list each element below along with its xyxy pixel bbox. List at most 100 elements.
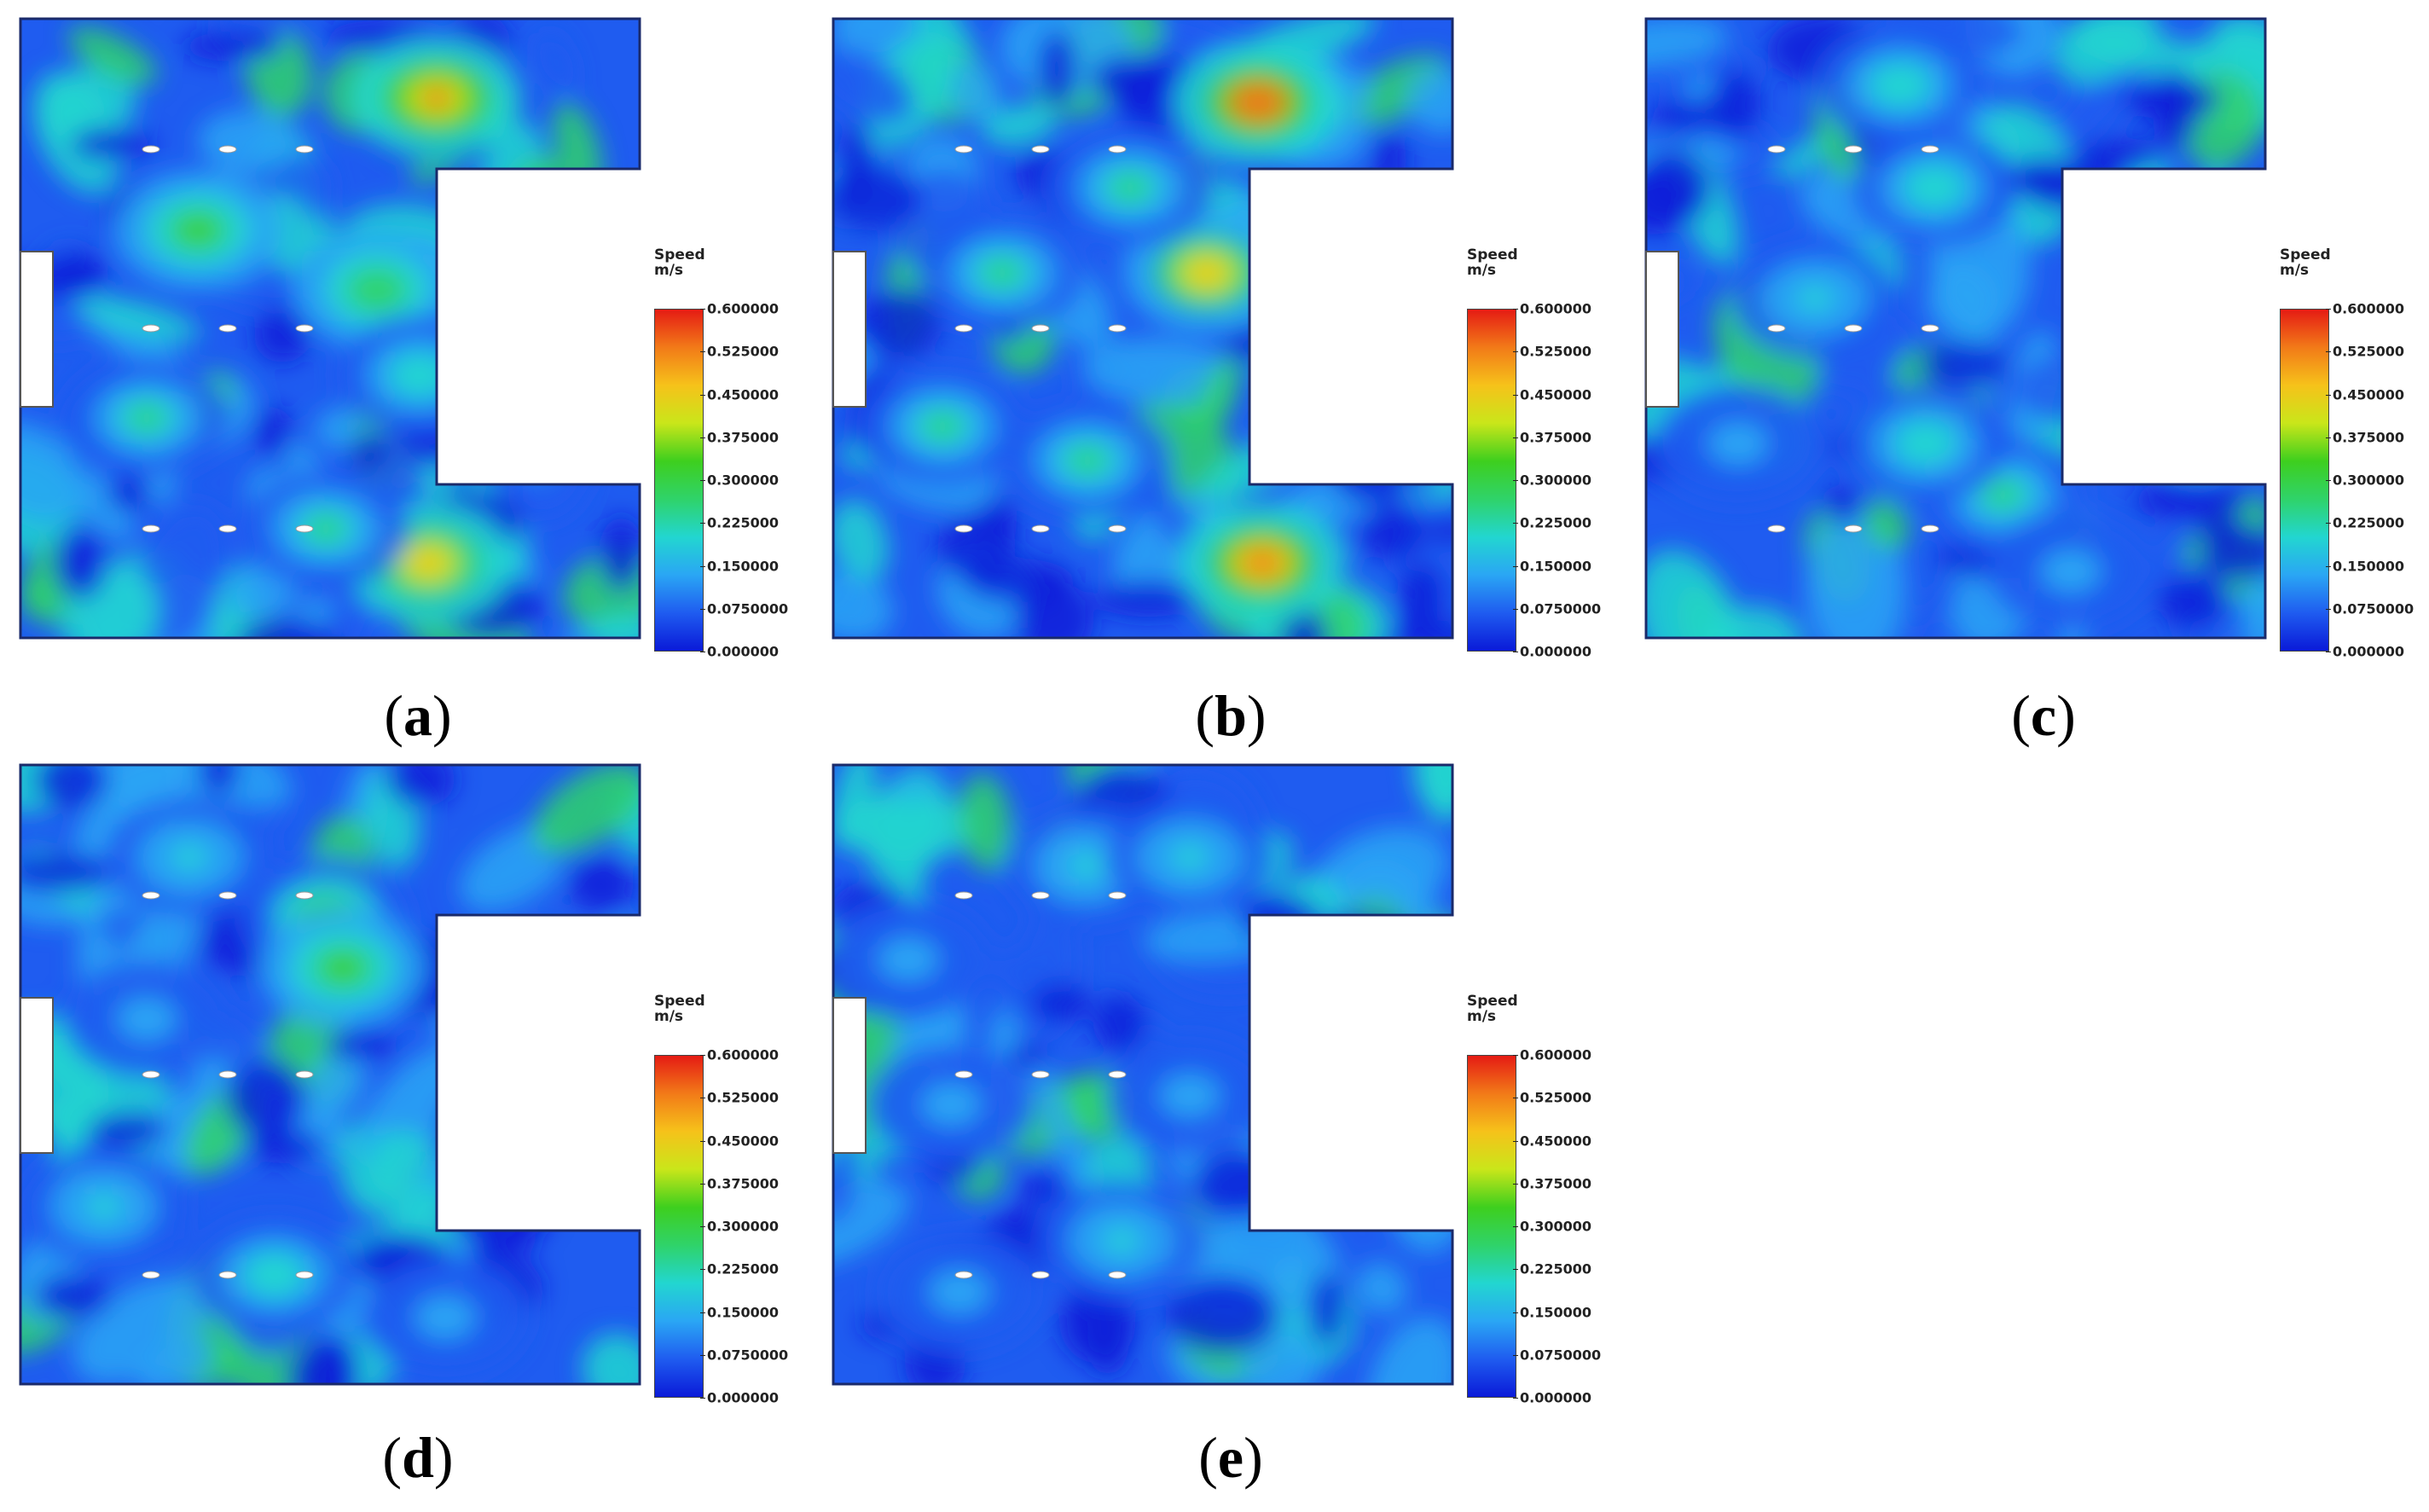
diffuser-marker [142, 324, 160, 333]
low-speed-region [2197, 514, 2247, 546]
low-speed-region [1006, 1043, 1048, 1070]
speed-region [582, 1333, 640, 1384]
colorbar-tick-mark [700, 1226, 705, 1227]
speed-region [2202, 163, 2232, 271]
speed-region [2138, 377, 2253, 476]
colorbar-gradient [654, 1055, 704, 1398]
low-speed-region [71, 127, 154, 161]
colorbar-tick-label: 0.300000 [1520, 472, 1592, 489]
low-speed-region [235, 618, 340, 638]
speed-contour-svg [19, 763, 641, 1386]
colorbar-tick-label: 0.150000 [707, 1304, 780, 1320]
speed-region [1646, 19, 1729, 71]
caption-d: (d) [333, 1424, 503, 1492]
low-speed-region [198, 765, 240, 795]
colorbar-tick-mark [1513, 1140, 1518, 1142]
colorbar-tick-label: 0.600000 [707, 1046, 780, 1063]
colorbar-tick-mark [700, 1354, 705, 1356]
speed-region [136, 1338, 213, 1384]
speed-region [1383, 237, 1452, 377]
speed-hotspot [891, 947, 925, 971]
diffuser-marker [1767, 524, 1786, 533]
speed-hotspot [1241, 90, 1275, 114]
speed-region [486, 365, 540, 429]
speed-region [1377, 252, 1452, 332]
colorbar-unit: m/s [1467, 1008, 1497, 1025]
colorbar-tick-label: 0.225000 [707, 514, 780, 531]
colorbar-tick-mark [2326, 351, 2331, 353]
speed-region [2178, 231, 2232, 311]
colorbar-tick-mark [1513, 565, 1518, 567]
colorbar-tick-mark [700, 309, 705, 310]
colorbar-tick-label: 0.000000 [2333, 643, 2405, 660]
colorbar-tick-mark [700, 1312, 705, 1313]
speed-contour-plot [832, 17, 1458, 644]
low-speed-region [1919, 339, 2009, 391]
colorbar-tick-label: 0.0750000 [2333, 600, 2415, 617]
speed-hotspot [411, 551, 445, 575]
colorbar-tick-mark [1513, 608, 1518, 610]
colorbar-title: Speed m/s [1467, 247, 1518, 278]
diffuser-marker [142, 524, 160, 533]
domain-outline [19, 17, 641, 640]
speed-hotspot [985, 261, 1019, 285]
colorbar-title: Speed m/s [2280, 247, 2331, 278]
speed-region [1289, 353, 1363, 431]
speed-region [1032, 1058, 1092, 1197]
speed-region [833, 793, 980, 861]
colorbar-tick-label: 0.0750000 [707, 600, 789, 617]
caption-a: (a) [333, 682, 503, 750]
inlet-opening [20, 997, 54, 1154]
caption-e-close: ) [1243, 1425, 1263, 1490]
colorbar-tick-label: 0.525000 [1520, 1089, 1592, 1106]
diffuser-marker [1108, 324, 1127, 333]
colorbar-tick-label: 0.000000 [707, 643, 780, 660]
low-speed-region [1308, 1272, 1346, 1347]
low-speed-region [2119, 307, 2220, 368]
diffuser-marker [218, 524, 237, 533]
low-speed-region [1307, 395, 1386, 432]
speed-contour-svg [832, 17, 1454, 640]
colorbar-gradient [654, 309, 704, 652]
caption-e-open: ( [1198, 1425, 1218, 1490]
speed-region [544, 936, 640, 1046]
colorbar-tick-mark [2326, 394, 2331, 396]
diffuser-marker [1844, 324, 1863, 333]
low-speed-region [1091, 56, 1163, 103]
colorbar-tick-label: 0.150000 [707, 558, 780, 574]
speed-hotspot [1113, 176, 1147, 200]
colorbar-tick-label: 0.450000 [2333, 386, 2405, 403]
diffuser-marker [218, 1271, 237, 1279]
colorbar-tick-label: 0.150000 [1520, 1304, 1592, 1320]
colorbar-tick-label: 0.300000 [2333, 472, 2405, 489]
speed-contour-plot [19, 763, 646, 1390]
speed-region [2168, 339, 2265, 400]
low-speed-region [35, 1273, 113, 1320]
colorbar-tick-label: 0.525000 [707, 343, 780, 360]
speed-region [2063, 21, 2217, 79]
colorbar-tick-mark [700, 1183, 705, 1185]
speed-region [68, 26, 158, 85]
speed-hotspot [360, 278, 394, 302]
caption-b-letter: b [1214, 683, 1247, 748]
colorbar-tick-label: 0.375000 [1520, 1175, 1592, 1192]
diffuser-marker [1108, 1070, 1127, 1079]
diffuser-marker [1844, 145, 1863, 154]
diffuser-marker [295, 1271, 314, 1279]
diffuser-marker [1921, 324, 1939, 333]
low-speed-region [241, 1130, 328, 1164]
low-speed-region [2133, 189, 2173, 241]
colorbar-tick-mark [1513, 1354, 1518, 1356]
speed-colorbar-legend: Speed m/s 0.600000 0.525000 0.450000 0.375000… [654, 994, 825, 1406]
speed-region [1271, 379, 1329, 436]
low-speed-region [2122, 78, 2220, 120]
diffuser-marker [1031, 891, 1050, 900]
speed-contour-svg [832, 763, 1454, 1386]
speed-region [550, 291, 627, 354]
caption-e-letter: e [1217, 1425, 1244, 1490]
caption-c-open: ( [2011, 683, 2031, 748]
speed-region [600, 342, 640, 426]
colorbar-tick-mark [1513, 437, 1518, 438]
speed-contour-svg [1644, 17, 2267, 640]
diffuser-marker [954, 1070, 973, 1079]
